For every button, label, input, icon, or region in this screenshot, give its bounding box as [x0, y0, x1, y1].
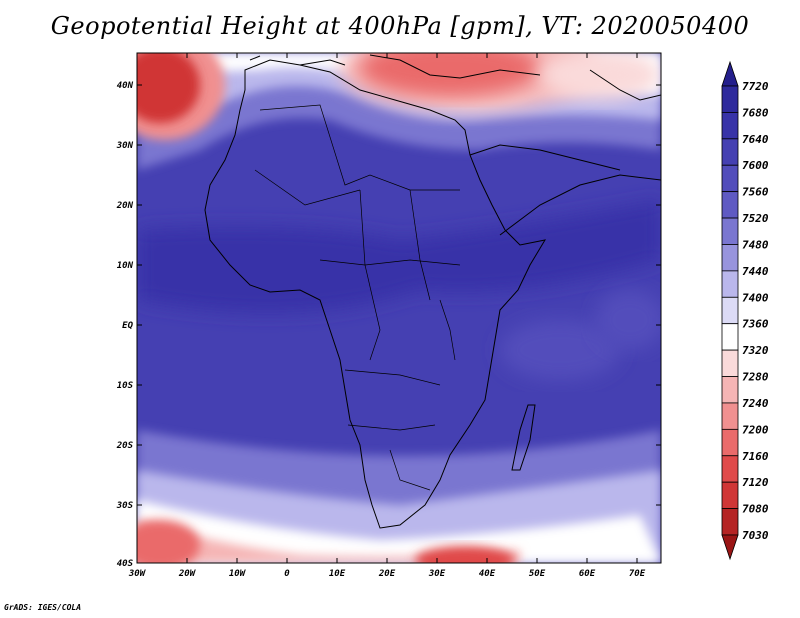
grads-credit: GrADS: IGES/COLA — [4, 603, 82, 612]
colorbar-swatch — [721, 376, 739, 404]
latitude-axis: 40N 30N 20N 10N EQ 10S 20S 30S 40S — [116, 81, 661, 569]
colorbar-label: 7520 — [742, 212, 769, 225]
colorbar-swatch — [721, 296, 739, 325]
lon-tick-label: 20W — [178, 569, 197, 579]
lat-tick-label: 30N — [116, 141, 134, 151]
colorbar-label: 7720 — [742, 80, 769, 93]
colorbar-swatch — [721, 270, 739, 298]
colorbar-swatch — [721, 112, 739, 140]
page-title: Geopotential Height at 400hPa [gpm], VT:… — [50, 12, 750, 40]
colorbar-label: 7360 — [742, 318, 769, 331]
colorbar-label: 7480 — [742, 238, 769, 251]
colorbar-label: 7120 — [742, 476, 769, 489]
colorbar-swatch — [721, 402, 739, 430]
colorbar-swatch — [721, 244, 739, 272]
lon-tick-label: 70E — [629, 569, 646, 579]
longitude-axis: 30W 20W 10W 0 10E 20E 30E 40E 50E 60E 70E — [128, 53, 646, 579]
colorbar-swatch — [721, 323, 739, 351]
lon-tick-label: 60E — [579, 569, 596, 579]
colorbar-label: 7600 — [742, 159, 769, 172]
lat-tick-label: 40S — [117, 559, 134, 569]
colorbar-swatch — [721, 217, 739, 245]
lon-tick-label: 20E — [378, 569, 396, 579]
lat-tick-label: 30S — [116, 501, 134, 511]
country-borders — [254, 104, 461, 491]
lat-tick-label: 10S — [117, 381, 134, 391]
colorbar-swatch — [721, 191, 739, 219]
lon-tick-label: 40E — [479, 569, 496, 579]
colorbar-label: 7280 — [742, 371, 769, 384]
colorbar-swatch — [721, 138, 739, 166]
colorbar-swatch — [721, 455, 739, 483]
map-frame — [136, 52, 662, 564]
lon-tick-label: 0 — [284, 569, 290, 579]
colorbar-label: 7560 — [742, 186, 769, 199]
lat-tick-label: 40N — [117, 81, 134, 91]
lat-tick-label: EQ — [122, 321, 133, 331]
lat-tick-label: 20S — [116, 441, 134, 451]
colorbar-label: 7240 — [742, 397, 769, 410]
lat-tick-label: 10N — [117, 261, 134, 271]
colorbar-label: 7160 — [742, 450, 769, 463]
colorbar-label: 7320 — [742, 344, 769, 357]
lon-tick-label: 30E — [428, 569, 446, 579]
colorbar-label: 7680 — [742, 106, 769, 119]
colorbar-swatch — [721, 164, 739, 193]
lat-tick-label: 20N — [116, 201, 134, 211]
colorbar-label: 7030 — [742, 529, 769, 542]
lon-tick-label: 10E — [329, 569, 346, 579]
colorbar-label: 7640 — [742, 133, 769, 146]
colorbar-top-arrow — [721, 60, 739, 87]
colorbar-swatch — [721, 428, 739, 457]
colorbar-swatch — [721, 508, 739, 536]
colorbar-swatch — [721, 349, 739, 377]
colorbar-label: 7080 — [742, 503, 769, 516]
colorbar-label: 7200 — [742, 423, 769, 436]
colorbar-bottom-arrow — [721, 534, 739, 561]
colorbar-label: 7440 — [742, 265, 769, 278]
colorbar-label: 7400 — [742, 291, 769, 304]
lon-tick-label: 30W — [128, 569, 147, 579]
coastlines — [204, 54, 661, 529]
lon-tick-label: 10W — [229, 569, 247, 579]
colorbar: 7720 7680 7640 7600 7560 7520 7480 7440 7400 7360… — [721, 60, 769, 561]
colorbar-swatch — [721, 481, 739, 509]
height-field — [137, 53, 661, 563]
lon-tick-label: 50E — [529, 569, 546, 579]
colorbar-swatch — [721, 85, 739, 113]
